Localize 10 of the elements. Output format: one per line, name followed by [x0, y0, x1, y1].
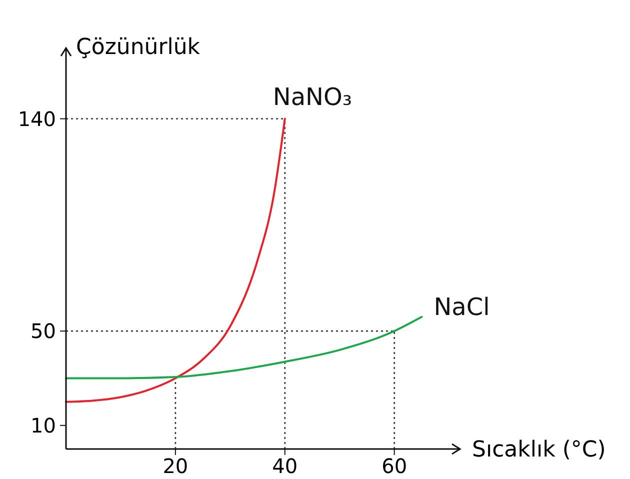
y-tick-label: 140 — [18, 106, 56, 131]
y-tick-label: 50 — [30, 319, 56, 344]
y-tick-label: 10 — [30, 413, 56, 438]
series-label: NaCl — [434, 292, 490, 321]
x-tick-label: 60 — [382, 454, 408, 478]
x-tick-label: 40 — [272, 454, 298, 478]
x-axis-title: Sıcaklık (°C) — [472, 438, 606, 463]
x-tick-label: 20 — [162, 454, 188, 478]
y-axis-title: Çözünürlük — [76, 35, 200, 60]
series-label: NaNO₃ — [272, 82, 352, 111]
